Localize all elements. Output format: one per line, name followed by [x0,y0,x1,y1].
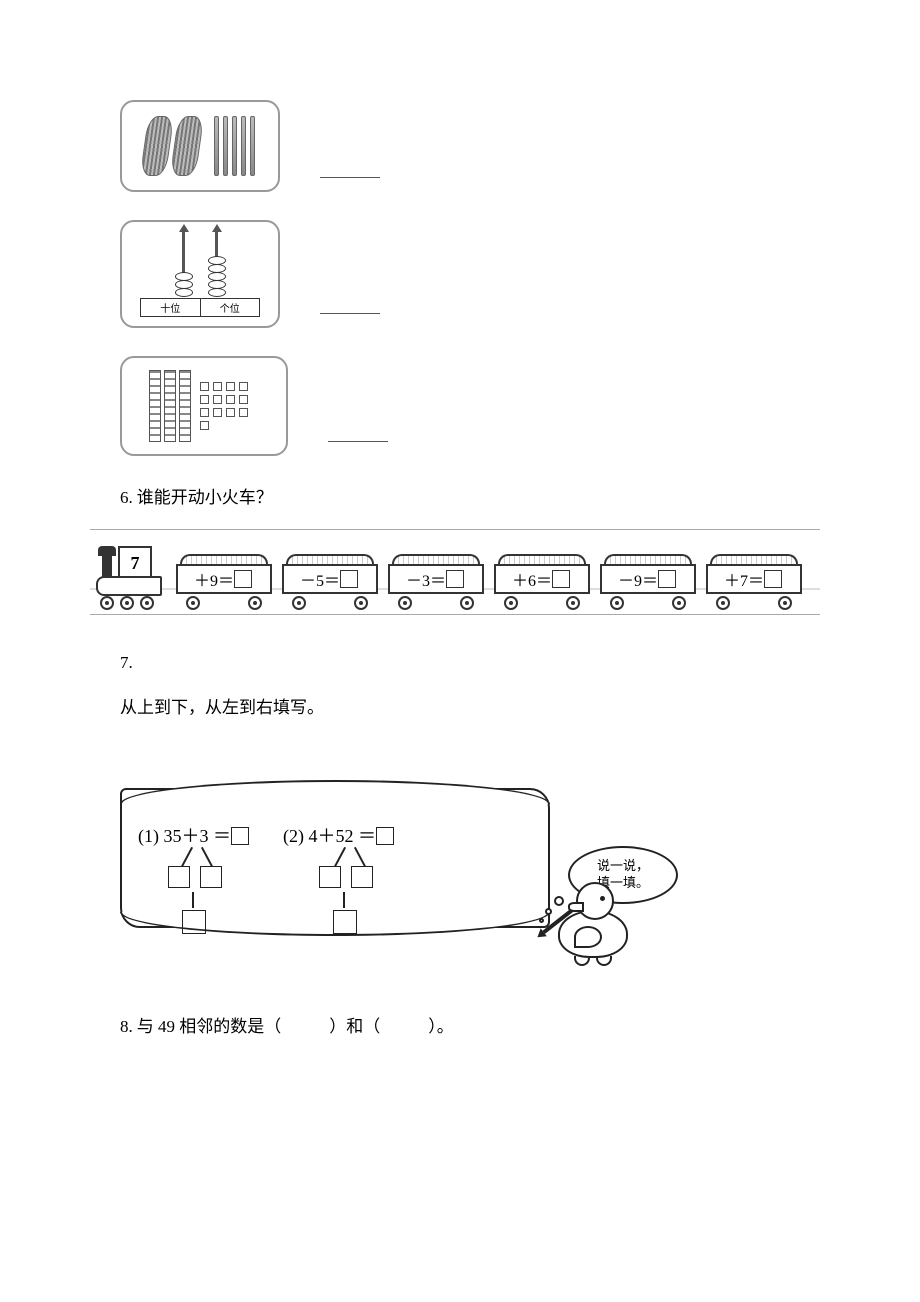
answer-box[interactable] [182,910,206,934]
car-op: －9＝ [618,567,658,591]
answer-box[interactable] [446,570,464,588]
figure-abacus: 十位 个位 [120,220,800,328]
blocks-box [120,356,288,456]
answer-blank[interactable] [320,313,380,314]
q6-text: 谁能开动小火车？ [137,488,273,507]
train-car: ＋7＝ [702,554,806,610]
car-op: ＋7＝ [724,567,764,591]
ones-rod [215,232,218,296]
stick-bundle [139,116,173,176]
expr2-label: (2) [283,826,304,846]
ten-rod [149,370,161,442]
abacus-box: 十位 个位 [120,220,280,328]
train: 7 ＋9＝ －5＝ －3＝ ＋6＝ －9＝ ＋7＝ [90,529,820,615]
stick-bundle [169,116,203,176]
expr2-text: 4＋52 ＝ [309,826,377,846]
expr1-text: 35＋3 ＝ [164,826,232,846]
answer-box[interactable] [231,827,249,845]
q8-number: 8. [120,1017,133,1036]
q7-instruction: 从上到下，从左到右填写。 [120,694,800,721]
banner: (1) 35＋3 ＝ (2) 4＋52 ＝ [120,788,550,928]
abacus: 十位 个位 [140,232,260,317]
car-op: ＋9＝ [194,567,234,591]
answer-box[interactable] [376,827,394,845]
q8-mid: ）和（ [329,1017,380,1036]
q8-prompt: 8.与 49 相邻的数是（ ）和（ ）。 [120,1012,800,1037]
single-stick [250,116,255,176]
single-stick [223,116,228,176]
car-op: －3＝ [406,567,446,591]
train-car: ＋9＝ [172,554,276,610]
q7-figure: (1) 35＋3 ＝ (2) 4＋52 ＝ 说一说， 填一填。 [120,772,720,972]
expr1-label: (1) [138,826,159,846]
q6-prompt: 6.谁能开动小火车？ [120,484,800,511]
train-car: －9＝ [596,554,700,610]
locomotive: 7 [90,540,170,610]
q8-prefix: 与 49 相邻的数是（ [137,1017,282,1036]
tens-rod [182,232,185,296]
answer-box[interactable] [552,570,570,588]
ten-rod [179,370,191,442]
unit-cubes [200,382,260,430]
expression-2: (2) 4＋52 ＝ [283,822,394,848]
answer-box[interactable] [319,866,341,888]
single-stick [232,116,237,176]
car-op: －5＝ [300,567,340,591]
answer-box[interactable] [764,570,782,588]
q7-number: 7. [120,649,800,676]
train-start-number: 7 [118,546,152,580]
train-car: －5＝ [278,554,382,610]
answer-box[interactable] [340,570,358,588]
sticks-box [120,100,280,192]
train-car: ＋6＝ [490,554,594,610]
train-car: －3＝ [384,554,488,610]
answer-box[interactable] [200,866,222,888]
answer-box[interactable] [658,570,676,588]
single-stick [241,116,246,176]
expression-1: (1) 35＋3 ＝ [138,822,249,848]
duck-illustration: 说一说， 填一填。 [540,846,650,966]
answer-box[interactable] [351,866,373,888]
q6-number: 6. [120,488,133,507]
single-stick [214,116,219,176]
ones-label: 个位 [201,299,260,316]
ten-rod [164,370,176,442]
bubble-line1: 说一说， [597,858,649,875]
answer-box[interactable] [333,910,357,934]
answer-blank[interactable] [320,177,380,178]
answer-box[interactable] [234,570,252,588]
figure-blocks [120,356,800,456]
car-op: ＋6＝ [512,567,552,591]
answer-box[interactable] [168,866,190,888]
answer-blank[interactable] [328,441,388,442]
q8-suffix: ）。 [428,1017,454,1036]
tens-label: 十位 [141,299,201,316]
figure-sticks [120,100,800,192]
